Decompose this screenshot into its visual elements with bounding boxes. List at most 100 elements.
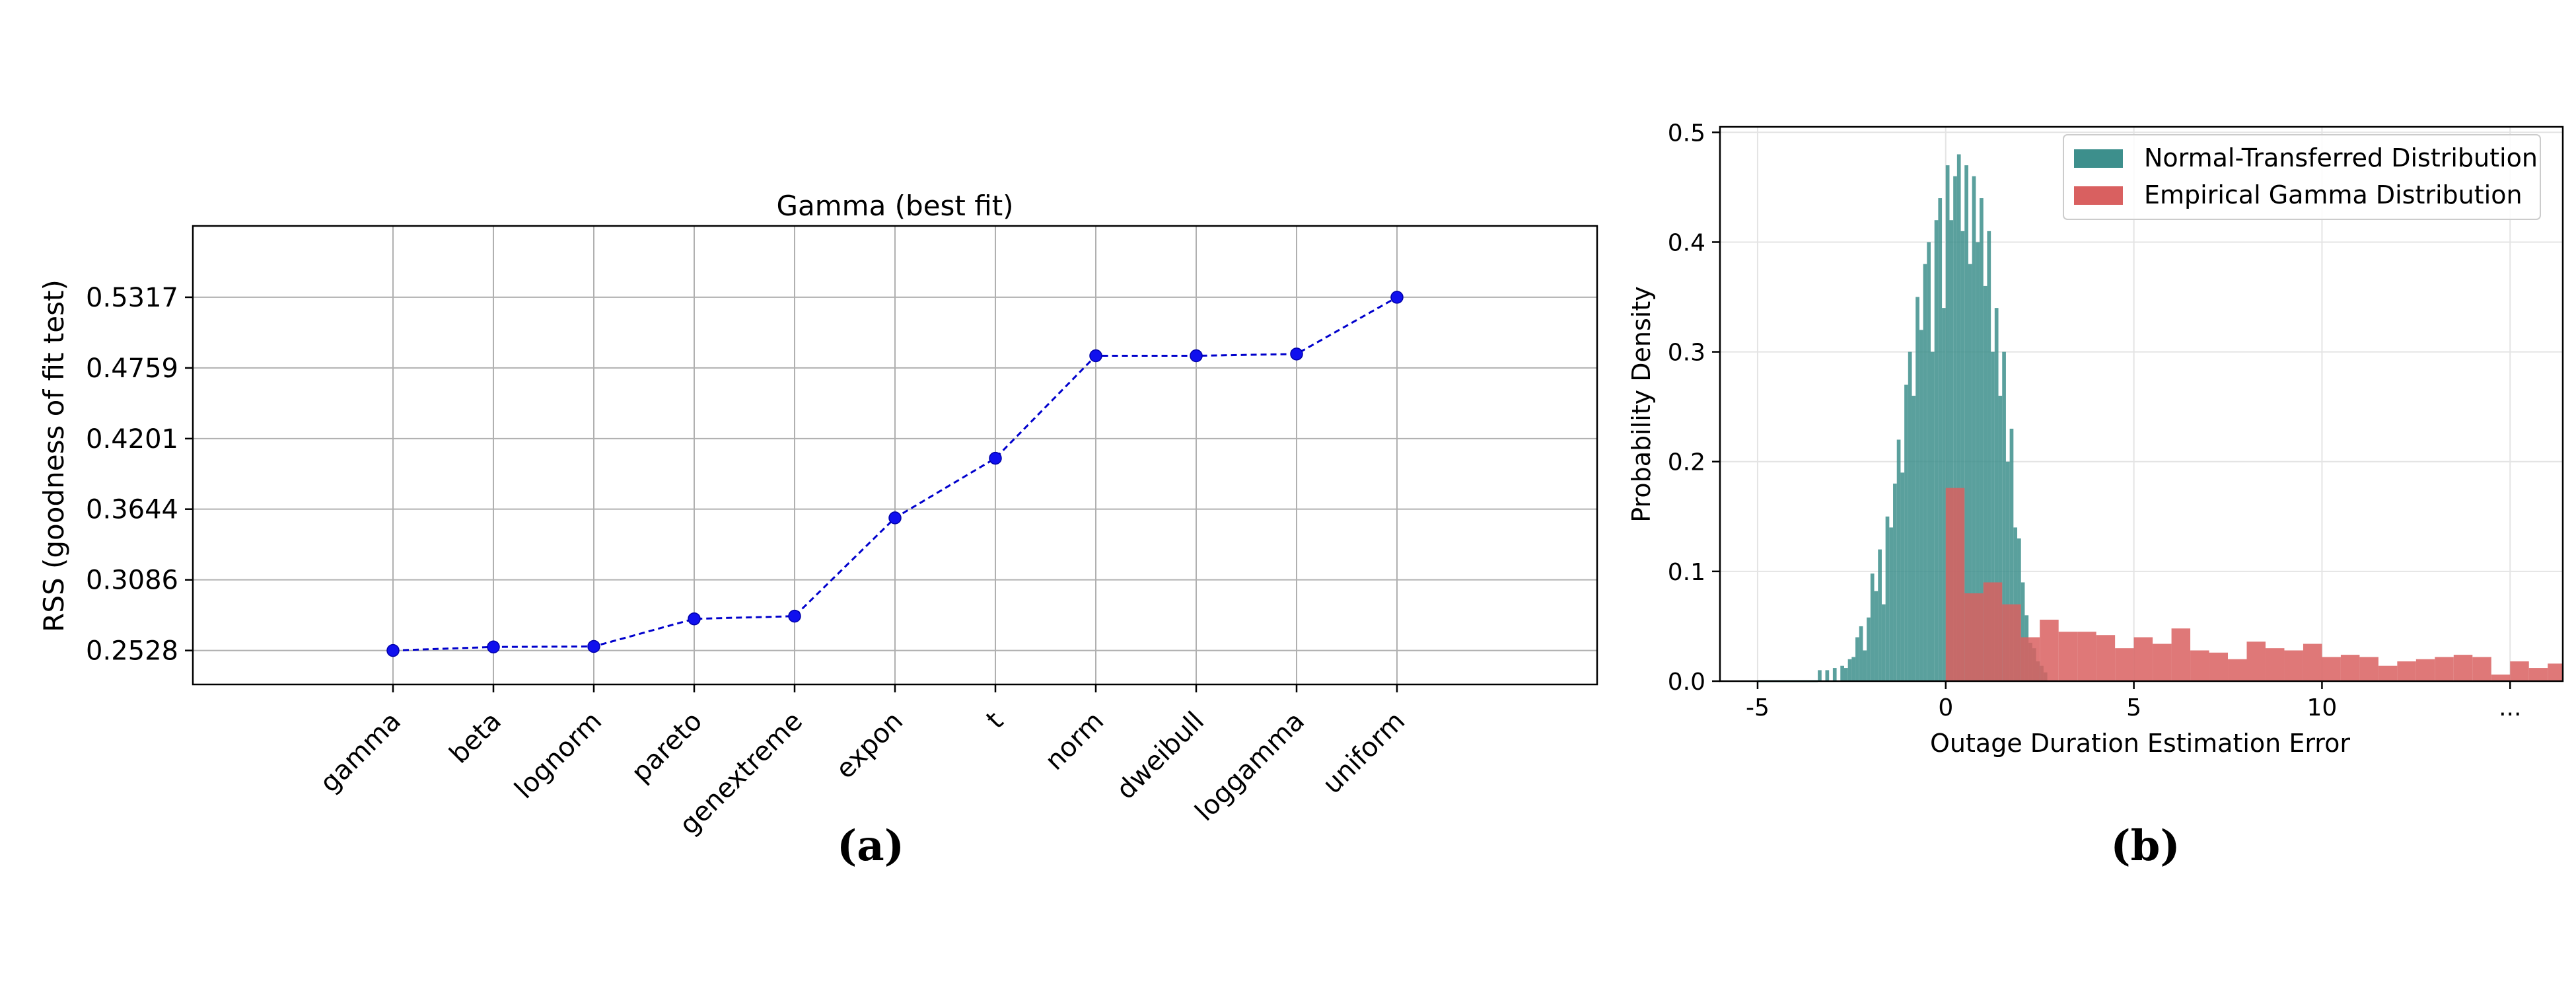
chart-b-bar-normal-50 <box>2005 461 2010 681</box>
chart-a-ytick-label-2: 0.3644 <box>86 495 178 525</box>
chart-b-bar-normal-11 <box>1859 626 1863 681</box>
legend-box <box>2063 134 2541 220</box>
chart-a-y-axis-label: RSS (goodness of fit test) <box>38 279 70 632</box>
chart-b-bar-normal-47 <box>1994 308 1999 681</box>
chart-b-bar-gamma-17 <box>2265 648 2285 681</box>
chart-b-x-axis-label: Outage Duration Estimation Error <box>1930 729 2350 758</box>
chart-b-series-gamma <box>1945 488 2563 681</box>
chart-b-bar-gamma-15 <box>2228 659 2247 681</box>
chart-b-bar-normal-46 <box>1991 351 1995 681</box>
chart-a-xtick-label-beta: beta <box>444 706 507 770</box>
chart-b-ytick-label-4: 0.4 <box>1668 229 1705 256</box>
chart-b-bar-gamma-14 <box>2209 652 2229 681</box>
chart-a-point-genextreme <box>788 609 801 623</box>
chart-a-xtick-label-lognorm: lognorm <box>509 706 608 805</box>
chart-b-bar-gamma-30 <box>2510 661 2529 681</box>
chart-a-ytick-label-1: 0.3086 <box>86 566 178 596</box>
chart-a-xtick-label-pareto: pareto <box>626 706 708 789</box>
chart-a-point-lognorm <box>587 640 600 653</box>
chart-b-bar-gamma-7 <box>2077 632 2096 681</box>
chart-b-bar-gamma-3 <box>2002 604 2021 681</box>
chart-a-point-dweibull <box>1190 349 1203 363</box>
chart-a-ytick-label-5: 0.5317 <box>86 283 178 313</box>
chart-a-xtick-label-uniform: uniform <box>1317 706 1411 800</box>
chart-b-bar-normal-43 <box>1980 198 1984 681</box>
chart-b-bar-gamma-25 <box>2415 659 2435 681</box>
chart-b-bar-gamma-19 <box>2303 643 2322 681</box>
chart-b-bar-normal-8 <box>1847 659 1852 681</box>
chart-b-legend: Normal-Transferred Distribution Empirica… <box>2063 134 2541 220</box>
chart-b-bar-gamma-24 <box>2397 661 2416 681</box>
chart-b-bar-normal-32 <box>1938 198 1943 681</box>
chart-b-ytick-label-2: 0.2 <box>1668 449 1705 476</box>
chart-b-bar-normal-42 <box>1976 242 1980 681</box>
chart-a-series <box>386 291 1404 657</box>
chart-b-bar-normal-35 <box>1949 220 1954 681</box>
chart-a-ytick-label-0: 0.2528 <box>86 636 178 667</box>
legend-label-normal: Normal-Transferred Distribution <box>2144 143 2538 172</box>
chart-a-y-ticks: 0.2528 0.3086 0.3644 0.4201 0.4759 0.5317 <box>86 283 193 667</box>
chart-b-bar-normal-39 <box>1964 165 1968 682</box>
chart-b-bar-normal-41 <box>1972 176 1976 681</box>
chart-b-bar-gamma-6 <box>2058 632 2078 681</box>
chart-a-point-loggamma <box>1290 348 1303 361</box>
chart-b-bar-normal-14 <box>1870 573 1875 681</box>
chart-b-bar-gamma-2 <box>1983 582 2003 681</box>
chart-b-bar-normal-25 <box>1912 396 1916 681</box>
chart-b-ytick-label-5: 0.5 <box>1668 120 1705 147</box>
panel-a-rss-chart: Gamma (best fit) 0.2528 0.3086 0.3644 0.420… <box>38 190 1598 871</box>
chart-a-point-expon <box>888 511 902 525</box>
chart-b-bar-gamma-29 <box>2491 675 2511 681</box>
chart-b-bar-normal-51 <box>2009 428 2014 681</box>
chart-b-bar-gamma-13 <box>2190 650 2209 681</box>
chart-b-bar-normal-26 <box>1915 297 1919 681</box>
chart-b-bar-normal-7 <box>1843 668 1848 681</box>
chart-a-point-uniform <box>1390 291 1404 304</box>
chart-a-point-beta <box>487 640 500 654</box>
chart-a-xtick-label-dweibull: dweibull <box>1111 706 1210 805</box>
panel-label-a: (a) <box>837 821 904 871</box>
chart-b-bar-normal-38 <box>1960 231 1965 682</box>
chart-b-bar-normal-45 <box>1987 231 1991 682</box>
chart-b-bar-normal-6 <box>1840 665 1844 681</box>
legend-swatch-gamma <box>2074 186 2123 205</box>
chart-b-bar-normal-49 <box>2002 351 2006 681</box>
chart-b-bar-normal-17 <box>1881 604 1886 681</box>
chart-b-xtick-label-extra: ... <box>2499 694 2521 721</box>
chart-a-point-gamma <box>386 643 400 657</box>
chart-b-xtick-label-3: 10 <box>2307 694 2338 721</box>
chart-b-bar-gamma-21 <box>2340 655 2360 681</box>
chart-b-bar-gamma-8 <box>2096 635 2116 681</box>
chart-b-bar-gamma-18 <box>2284 650 2303 681</box>
chart-a-xtick-label-t: t <box>980 706 1009 735</box>
chart-b-bar-gamma-1 <box>1964 593 1984 681</box>
chart-b-bar-normal-16 <box>1878 549 1882 681</box>
chart-b-ytick-label-1: 0.1 <box>1668 559 1705 586</box>
chart-b-bar-gamma-10 <box>2133 637 2153 681</box>
chart-b-bar-normal-15 <box>1874 591 1878 681</box>
chart-b-bar-gamma-16 <box>2246 642 2266 681</box>
chart-b-bar-normal-4 <box>1832 668 1837 681</box>
chart-b-ytick-label-3: 0.3 <box>1668 340 1705 367</box>
chart-b-series-normal <box>1818 154 2048 682</box>
chart-b-bar-normal-40 <box>1968 264 1972 681</box>
chart-b-bar-gamma-5 <box>2040 619 2059 681</box>
chart-b-bar-normal-0 <box>1818 670 1822 681</box>
chart-b-bar-gamma-28 <box>2472 657 2491 681</box>
chart-b-bar-gamma-4 <box>2021 637 2040 681</box>
chart-b-bar-gamma-26 <box>2435 657 2454 681</box>
chart-a-ytick-label-4: 0.4759 <box>86 353 178 384</box>
chart-b-bar-normal-36 <box>1953 176 1957 681</box>
chart-b-bar-gamma-31 <box>2528 668 2548 681</box>
chart-b-bar-normal-20 <box>1893 483 1897 681</box>
legend-swatch-normal <box>2074 149 2123 168</box>
chart-b-bar-gamma-27 <box>2453 655 2473 681</box>
chart-b-bar-gamma-20 <box>2322 657 2341 681</box>
chart-a-xtick-label-expon: expon <box>830 706 909 785</box>
chart-a-xtick-label-gamma: gamma <box>314 706 407 799</box>
chart-b-bar-normal-2 <box>1825 670 1830 681</box>
chart-a-xtick-label-loggamma: loggamma <box>1190 706 1310 827</box>
chart-b-ytick-label-0: 0.0 <box>1668 669 1705 696</box>
chart-b-bar-normal-21 <box>1896 439 1901 681</box>
